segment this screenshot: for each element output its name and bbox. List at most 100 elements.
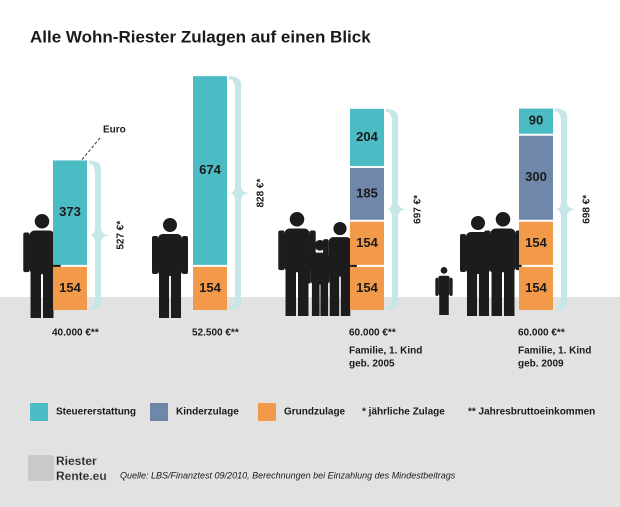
legend-label: Kinderzulage [176,407,239,418]
value-label: 90 [529,113,543,128]
chart-title: Alle Wohn-Riester Zulagen auf einen Blic… [30,27,371,46]
head [495,212,511,227]
leg [42,271,54,318]
leg [340,273,351,316]
leg [503,269,515,316]
annotation-line [79,137,101,163]
arm [306,254,311,284]
logo-mark [28,455,54,481]
leg [491,269,503,316]
value-label: 185 [356,185,378,200]
legend-label: Steuererstattung [56,407,136,418]
category-label: 52.500 €** [192,328,239,339]
legend-swatch [150,403,168,421]
value-label: 154 [525,280,547,295]
value-label: 154 [525,235,547,250]
total-brace [229,76,251,310]
head [440,267,448,274]
leg [311,281,320,316]
legend-swatch [30,403,48,421]
head [163,218,177,232]
value-label: 154 [356,280,378,295]
total-brace [89,160,111,310]
silhouette [306,240,334,316]
leg [478,271,489,316]
arm [449,277,453,296]
arm [484,230,491,271]
value-label: 154 [199,280,221,295]
logo-text: Riester [56,454,97,468]
head [314,240,326,251]
unit-annotation: Euro [103,125,126,136]
leg [467,271,478,316]
value-label: 204 [356,129,378,144]
block [53,160,87,265]
total-label: 698 €* [582,195,593,224]
torso [438,275,450,296]
leg [297,269,309,316]
block [193,76,227,265]
block [519,108,553,134]
leg [443,293,449,315]
total-label: 697 €* [413,195,424,224]
arm [23,232,30,273]
head [34,214,50,229]
silhouette [278,212,316,316]
head [333,222,347,236]
source: Quelle: LBS/Finanztest 09/2010, Berechnu… [120,470,456,480]
silhouette [152,218,188,318]
head [471,216,485,230]
head [289,212,305,227]
category-note: Familie, 1. Kind [349,346,422,357]
value-label: 674 [199,162,221,177]
torso [310,252,330,285]
total-brace [555,108,577,310]
total-brace [386,108,408,310]
block [519,266,553,310]
category-note: geb. 2005 [349,359,395,370]
arm [435,277,439,296]
torso [29,230,55,275]
category-label: 60.000 €** [349,328,396,339]
block [53,266,87,310]
leg [170,273,181,318]
arm [182,236,188,274]
leg [329,273,340,316]
block [350,167,384,220]
value-label: 373 [59,204,81,219]
leg [30,271,42,318]
value-label: 154 [356,235,378,250]
torso [490,228,516,273]
total-label: 828 €* [256,179,267,208]
ground-band [0,297,620,507]
category-note: Familie, 1. Kind [518,346,591,357]
value-label: 154 [59,280,81,295]
arm [152,236,158,274]
arm [329,254,334,284]
silhouette [435,267,453,315]
leg [320,281,329,316]
category-label: 60.000 €** [518,328,565,339]
legend-swatch [258,403,276,421]
leg [285,269,297,316]
note: * jährliche Zulage [362,407,445,418]
leg [159,273,170,318]
category-label: 40.000 €** [52,328,99,339]
block [519,135,553,220]
logo-text: Rente.eu [56,469,107,483]
torso [158,234,182,276]
arm [460,234,466,272]
value-label: 300 [525,169,547,184]
block [350,266,384,310]
arm [278,230,285,271]
torso [284,228,310,273]
block [350,221,384,265]
torso [328,237,352,277]
leg [439,293,445,315]
block [519,221,553,265]
legend-label: Grundzulage [284,407,346,418]
total-label: 527 €* [116,221,127,250]
block [350,108,384,166]
block [193,266,227,310]
